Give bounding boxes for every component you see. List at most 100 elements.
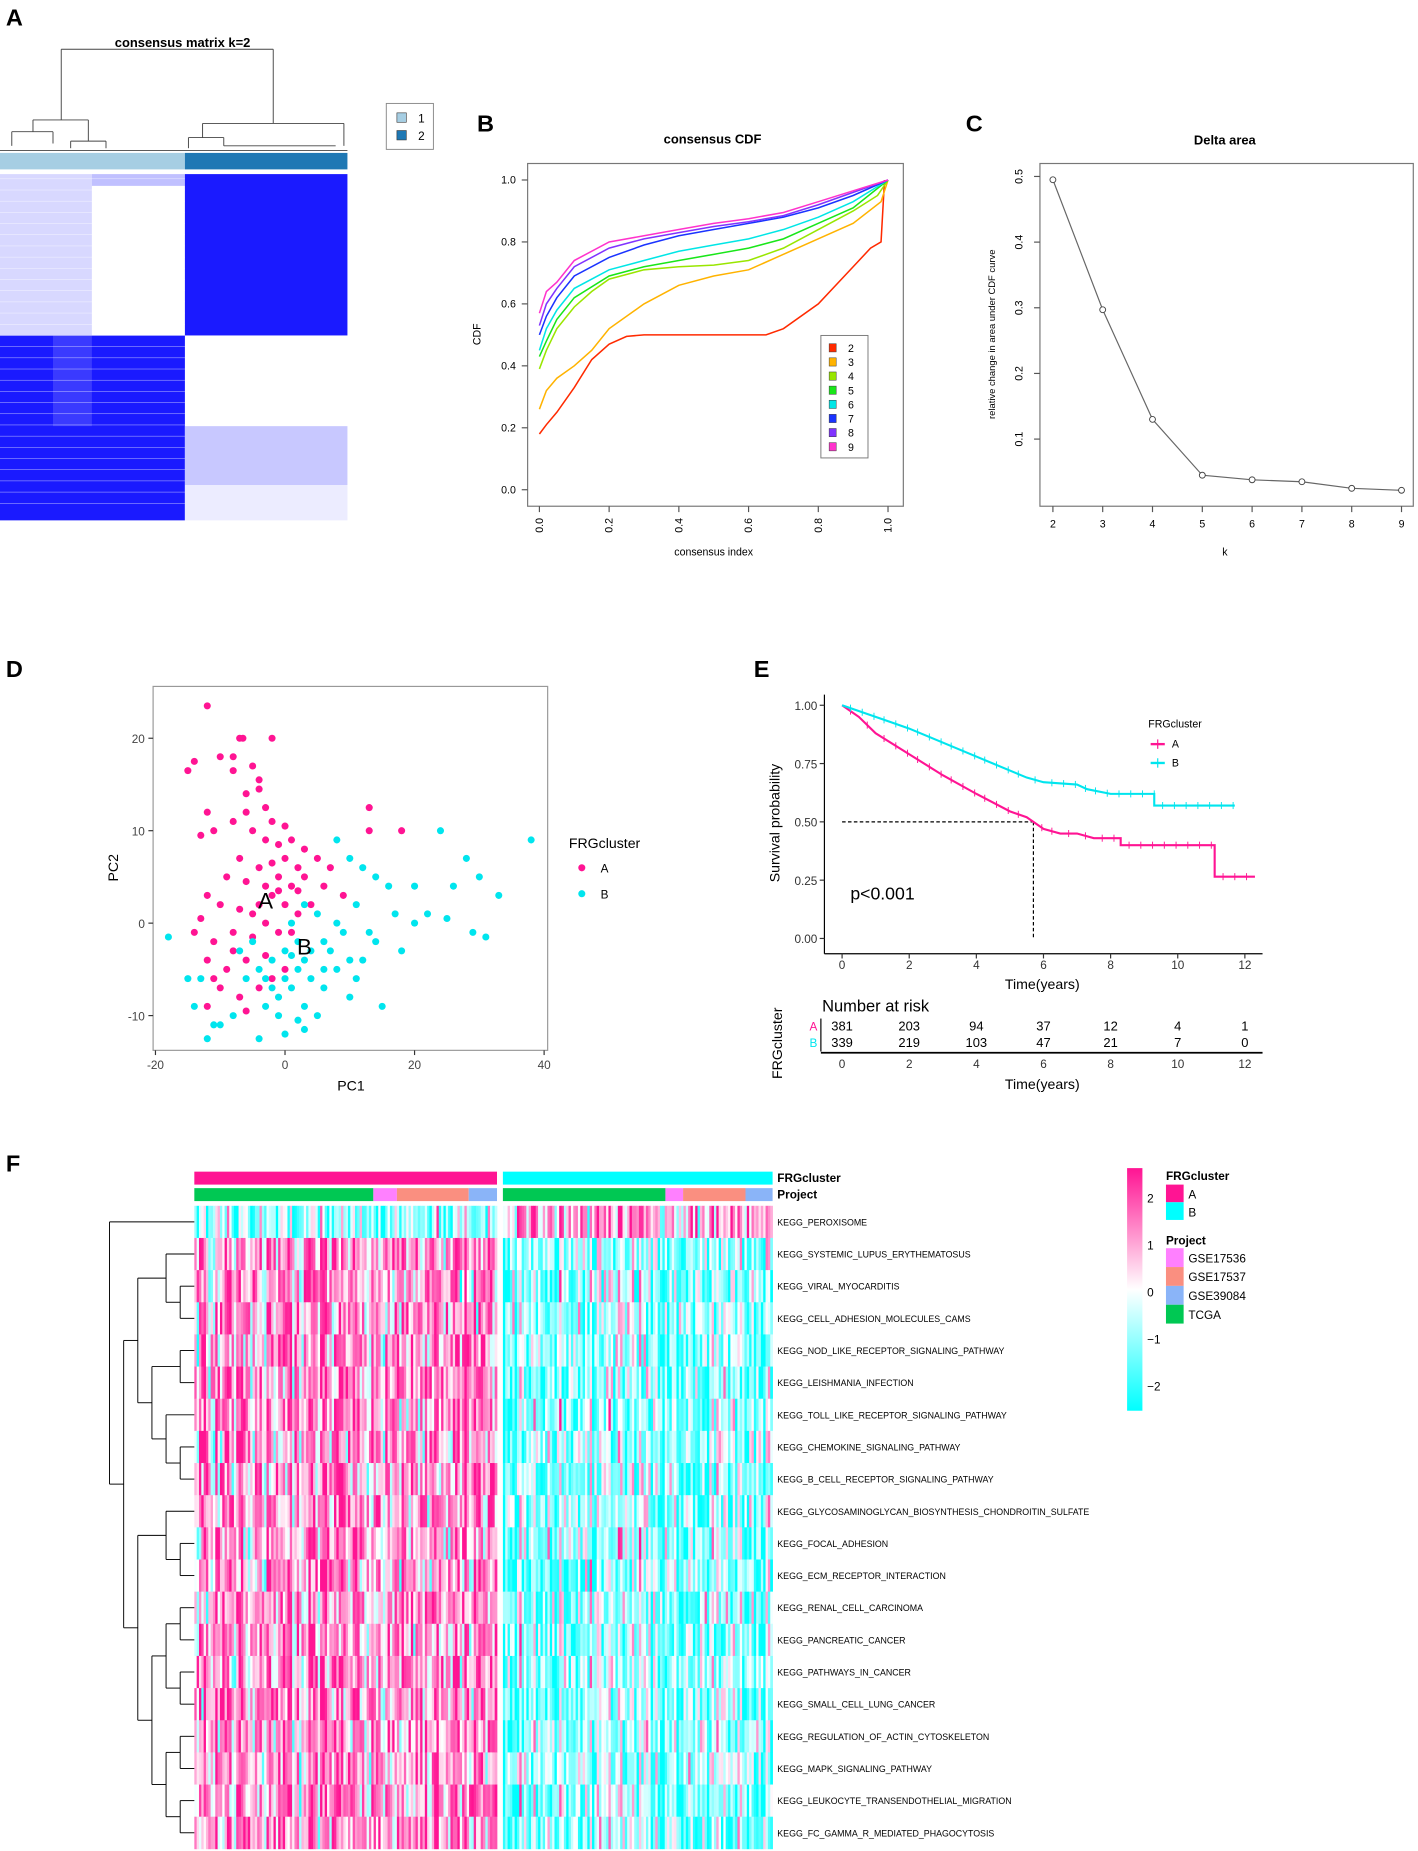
heatmap-cell: [359, 1237, 363, 1271]
heatmap-cell: [371, 1302, 374, 1335]
heatmap-cell: [478, 1688, 482, 1721]
heatmap-cell: [378, 1302, 381, 1335]
heatmap-cell: [478, 1270, 482, 1303]
heatmap-cell: [471, 1463, 475, 1496]
heatmap-cell: [521, 1302, 525, 1335]
pca-point-a: [275, 841, 283, 849]
heatmap-cell: [620, 1591, 623, 1625]
heatmap-cell: [492, 1816, 496, 1850]
heatmap-cell: [492, 1623, 496, 1657]
heatmap-cell: [282, 1463, 286, 1496]
heatmap-cell: [459, 1270, 463, 1303]
heatmap-cell: [594, 1237, 598, 1271]
heatmap-cell: [676, 1302, 680, 1335]
heatmap-cell: [584, 1623, 588, 1657]
heatmap-cell: [664, 1205, 668, 1239]
heatmap-cell: [257, 1366, 260, 1400]
heatmap-cell: [445, 1334, 449, 1367]
heatmap-cell: [350, 1655, 354, 1689]
heatmap-cell: [699, 1430, 703, 1464]
heatmap-cell: [406, 1591, 409, 1625]
heatmap-cell: [538, 1205, 541, 1239]
heatmap-cell: [387, 1816, 391, 1850]
heatmap-cell: [613, 1205, 616, 1239]
heatmap-cell: [648, 1527, 651, 1560]
heatmap-cell: [545, 1527, 548, 1560]
heatmap-cell: [417, 1463, 421, 1496]
heatmap-cell: [231, 1430, 235, 1464]
heatmap-cell: [236, 1205, 239, 1239]
heatmap-cell: [219, 1591, 223, 1625]
risk-count: 94: [969, 1018, 983, 1033]
heatmap-cell: [324, 1334, 328, 1367]
heatmap-cell: [236, 1816, 239, 1850]
risk-x-tick-label: 8: [1107, 1058, 1114, 1071]
heatmap-cell: [292, 1816, 295, 1850]
heatmap-cell: [476, 1527, 479, 1560]
heatmap-cell: [410, 1591, 414, 1625]
heatmap-cell: [229, 1623, 232, 1657]
heatmap-cell: [296, 1463, 300, 1496]
heatmap-cell: [608, 1334, 612, 1367]
heatmap-cell: [480, 1237, 484, 1271]
heatmap-cell: [315, 1270, 319, 1303]
heatmap-cell: [556, 1591, 560, 1625]
heatmap-cell: [236, 1720, 239, 1753]
heatmap-cell: [361, 1720, 365, 1753]
heatmap-cell: [566, 1398, 569, 1432]
heatmap-cell: [466, 1463, 470, 1496]
pca-point-b: [346, 854, 354, 862]
heatmap-cell: [287, 1205, 291, 1239]
heatmap-cell: [338, 1527, 342, 1560]
heatmap-cell: [615, 1559, 619, 1592]
heatmap-cell: [718, 1495, 722, 1528]
heatmap-cell: [413, 1205, 416, 1239]
heatmap-cell: [354, 1784, 358, 1818]
heatmap-cell: [424, 1527, 428, 1560]
heatmap-cell: [457, 1205, 461, 1239]
pca-point-b: [300, 1025, 308, 1033]
heatmap-cell: [194, 1655, 198, 1689]
heatmap-cell: [301, 1623, 305, 1657]
heatmap-cell: [252, 1334, 256, 1367]
heatmap-cell: [652, 1237, 656, 1271]
heatmap-cell: [615, 1752, 619, 1785]
heatmap-cell: [709, 1366, 712, 1400]
heatmap-cell: [556, 1688, 560, 1721]
heatmap-cell: [718, 1784, 722, 1818]
heatmap-cell: [401, 1816, 405, 1850]
heatmap-cell: [473, 1784, 477, 1818]
heatmap-cell: [524, 1816, 527, 1850]
heatmap-cell: [638, 1270, 642, 1303]
heatmap-cell: [660, 1270, 663, 1303]
heatmap-cell: [219, 1527, 223, 1560]
heatmap-cell: [287, 1270, 291, 1303]
heatmap-cell: [226, 1334, 230, 1367]
heatmap-cell: [257, 1495, 260, 1528]
heatmap-cell: [509, 1816, 513, 1850]
heatmap-cell: [431, 1559, 435, 1592]
heatmap-cell: [215, 1366, 218, 1400]
pca-point-a: [281, 822, 289, 830]
heatmap-cell: [380, 1720, 384, 1753]
heatmap-cell: [408, 1752, 412, 1785]
pca-point-a: [242, 878, 250, 886]
heatmap-cell: [296, 1366, 300, 1400]
heatmap-cell: [538, 1398, 541, 1432]
heatmap-cell: [483, 1816, 486, 1850]
heatmap-cell: [343, 1205, 347, 1239]
heatmap-cell: [636, 1398, 640, 1432]
heatmap-cell: [203, 1398, 207, 1432]
heatmap-cell: [438, 1237, 442, 1271]
heatmap-cell: [610, 1366, 614, 1400]
heatmap-cell: [243, 1623, 246, 1657]
heatmap-cell: [224, 1237, 228, 1271]
heatmap-cell: [552, 1237, 555, 1271]
heatmap-cell: [396, 1688, 400, 1721]
heatmap-cell: [464, 1463, 468, 1496]
heatmap-cell: [310, 1688, 314, 1721]
heatmap-cell: [354, 1655, 358, 1689]
pca-point-a: [313, 854, 321, 862]
heatmap-cell: [699, 1720, 703, 1753]
heatmap-cell: [559, 1334, 562, 1367]
